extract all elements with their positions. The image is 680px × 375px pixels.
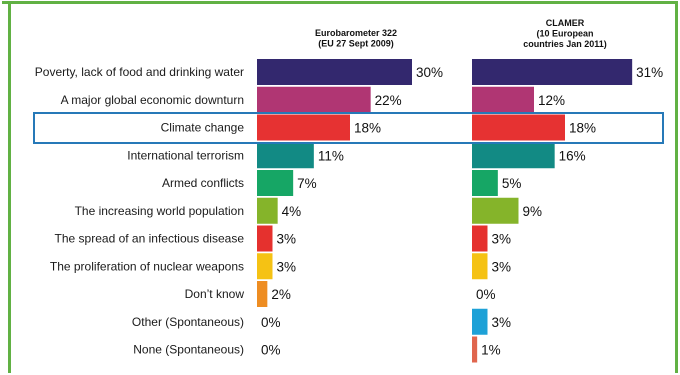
series-2-bar bbox=[472, 170, 498, 196]
frame-left-border bbox=[8, 1, 11, 373]
series-2-bar bbox=[472, 253, 488, 280]
series-2-header-line-1: CLAMER bbox=[546, 18, 585, 28]
category-label: Climate change bbox=[161, 121, 245, 135]
series-2-bar bbox=[472, 336, 478, 363]
series-1-bars: 30% 22% 18% 11%7% 4% 3% 3% 2% 0% 0% bbox=[257, 59, 443, 358]
series-1-value-label: 3% bbox=[277, 232, 297, 247]
category-label: A major global economic downturn bbox=[61, 93, 244, 107]
series-2-value-label: 18% bbox=[569, 121, 596, 136]
category-label: Armed conflicts bbox=[162, 176, 244, 190]
category-labels: Poverty, lack of food and drinking water… bbox=[35, 65, 245, 357]
series-2-value-label: 31% bbox=[636, 65, 663, 80]
series-1-bar bbox=[257, 86, 371, 113]
series-2-value-label: 9% bbox=[523, 204, 543, 219]
series-1-header-line-2: (EU 27 Sept 2009) bbox=[318, 39, 394, 49]
series-1-value-label: 2% bbox=[271, 287, 291, 302]
series-1-value-label: 4% bbox=[282, 204, 302, 219]
category-label: Other (Spontaneous) bbox=[132, 315, 244, 329]
frame-top-border bbox=[2, 1, 678, 4]
series-2-value-label: 5% bbox=[502, 176, 522, 191]
series-2-bar bbox=[472, 142, 555, 169]
frame-right-border bbox=[675, 1, 678, 373]
series-2-bar bbox=[472, 197, 519, 224]
series-2-header-line-2: (10 European bbox=[536, 29, 593, 39]
category-label: International terrorism bbox=[127, 148, 244, 162]
climate-change-highlight bbox=[33, 112, 664, 144]
series-1-bar bbox=[257, 253, 273, 280]
series-2-bars: 31% 12% 18% 16% 5%9% 3% 3% 0% 3% 1% bbox=[472, 59, 663, 363]
category-label: Poverty, lack of food and drinking water bbox=[35, 65, 244, 79]
series-1-bar bbox=[257, 170, 294, 196]
series-2-value-label: 16% bbox=[559, 148, 586, 163]
series-headers: Eurobarometer 322(EU 27 Sept 2009) CLAMER… bbox=[315, 18, 607, 49]
series-1-value-label: 0% bbox=[261, 343, 281, 358]
series-1-value-label: 3% bbox=[277, 259, 297, 274]
category-label: Don’t know bbox=[185, 287, 245, 301]
category-label: None (Spontaneous) bbox=[133, 343, 244, 357]
category-label: The proliferation of nuclear weapons bbox=[50, 259, 244, 273]
series-2-header-line-3: countries Jan 2011) bbox=[523, 39, 607, 49]
series-2-value-label: 0% bbox=[476, 287, 496, 302]
series-1-bar bbox=[257, 281, 268, 307]
series-2-bar bbox=[472, 114, 565, 141]
series-2-value-label: 12% bbox=[538, 93, 565, 108]
series-2-bar bbox=[472, 86, 534, 113]
category-label: The spread of an infectious disease bbox=[55, 232, 245, 246]
series-2-value-label: 3% bbox=[492, 232, 512, 247]
series-1-value-label: 11% bbox=[318, 148, 344, 163]
series-2-value-label: 3% bbox=[492, 259, 512, 274]
series-1-bar bbox=[257, 114, 350, 141]
series-1-value-label: 7% bbox=[297, 176, 317, 191]
series-2-value-label: 3% bbox=[492, 315, 512, 330]
series-1-bar bbox=[257, 197, 278, 224]
series-2-bar bbox=[472, 59, 633, 85]
series-2-value-label: 1% bbox=[481, 343, 501, 358]
category-label: The increasing world population bbox=[75, 204, 244, 218]
series-2-bar bbox=[472, 225, 488, 252]
series-1-bar bbox=[257, 225, 273, 252]
series-1-value-label: 30% bbox=[416, 65, 443, 80]
series-1-value-label: 22% bbox=[375, 93, 402, 108]
series-1-bar bbox=[257, 142, 314, 169]
series-2-bar bbox=[472, 308, 488, 335]
series-1-header-line-1: Eurobarometer 322 bbox=[315, 28, 397, 38]
series-1-value-label: 18% bbox=[354, 121, 381, 136]
series-1-value-label: 0% bbox=[261, 315, 281, 330]
series-1-bar bbox=[257, 59, 412, 85]
